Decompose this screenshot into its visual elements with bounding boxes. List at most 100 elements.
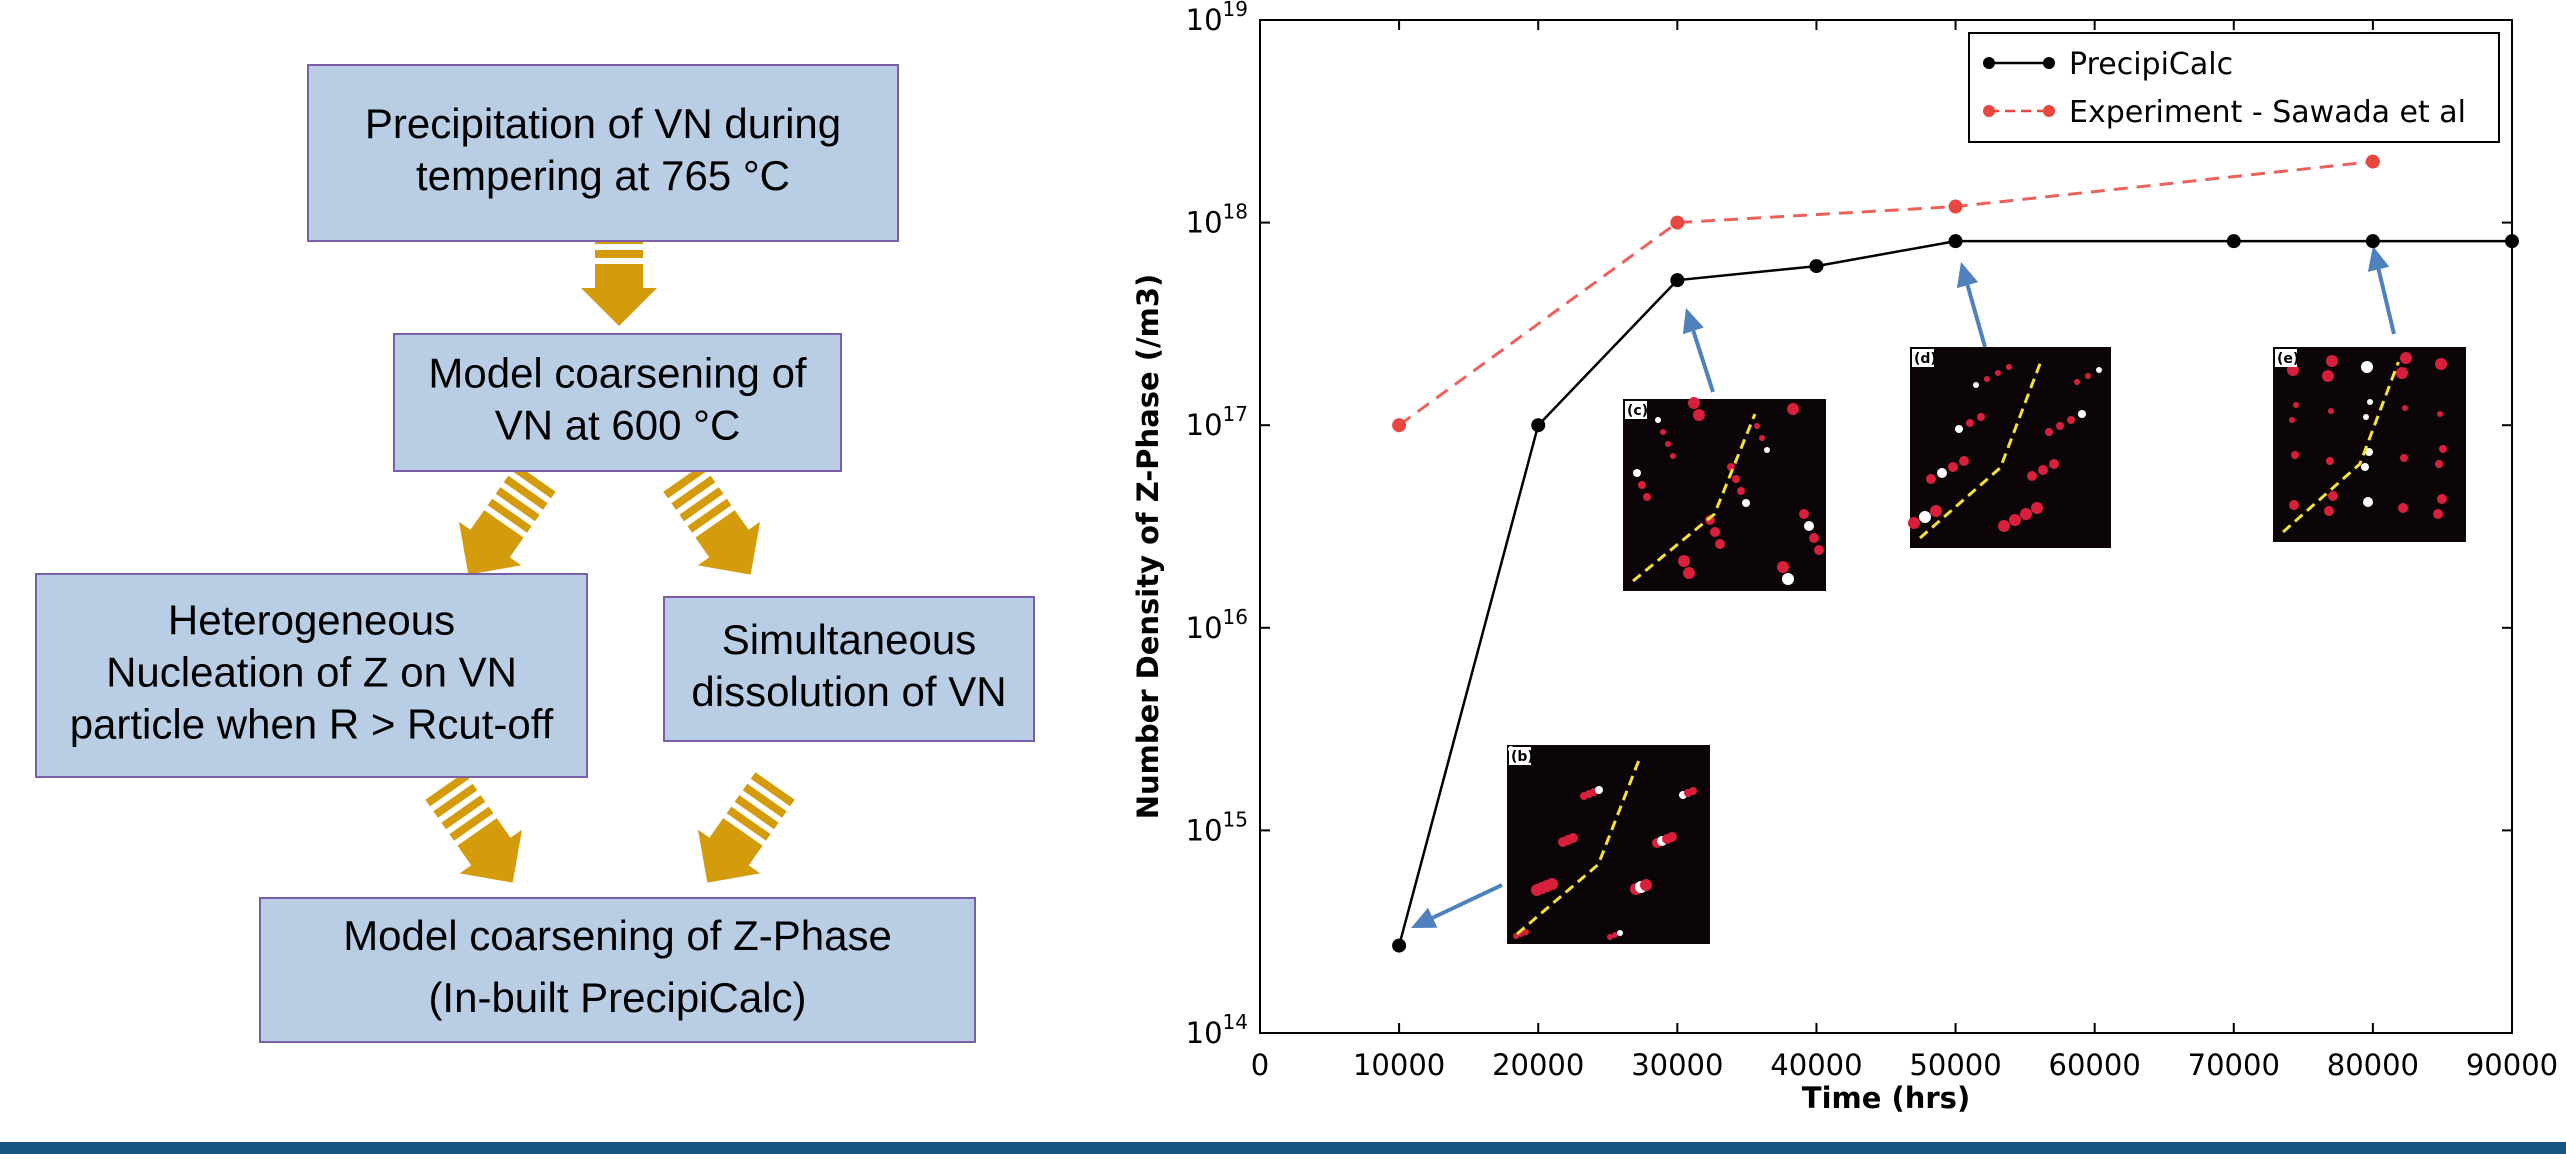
precipitate [2435,358,2447,370]
precipitate [2361,463,2369,471]
precipitate [1926,474,1936,484]
precipitate [1640,879,1652,891]
precipitate [2361,361,2373,373]
x-tick-label: 70000 [2188,1048,2280,1082]
precipitate [1754,423,1760,429]
precipitate [1995,370,2001,376]
y-tick-label: 1015 [1186,807,1248,847]
flow-text: Model coarsening of Z-Phase [343,912,892,959]
legend-label: PrecipiCalc [2069,47,2233,82]
flow-text: VN at 600 °C [495,402,741,449]
precipitate [1809,533,1819,543]
inset-label: (d) [1914,351,1937,367]
footer-bar [0,1142,2566,1154]
data-point [1670,273,1685,288]
data-point [1392,938,1407,953]
precipitate [1546,878,1558,890]
pointer-arrow [1431,883,1503,920]
precipitate [2078,410,2086,418]
precipitate [2009,514,2021,526]
flow-text: Nucleation of Z on VN [106,649,517,696]
x-tick-label: 30000 [1631,1048,1723,1082]
pointer-head [1682,308,1704,335]
flow-box [663,596,1035,742]
x-tick-label: 90000 [2466,1048,2558,1082]
precipitate [1984,376,1990,382]
legend-marker [1983,105,1995,117]
precipitate [2006,364,2012,370]
precipitate [1678,555,1690,567]
precipitate [1973,382,1979,388]
y-tick-label: 1016 [1186,605,1248,645]
series-line [1398,160,2374,427]
flow-text: particle when R > Rcut-off [70,701,554,748]
legend-marker [2043,57,2055,69]
data-point [1948,234,1963,249]
x-tick-label: 20000 [1492,1048,1584,1082]
precipitate [2433,509,2443,519]
pointer-arrow [2376,268,2396,335]
series-line [1397,239,2512,946]
precipitate [2096,367,2102,373]
boundary [1516,759,1641,936]
precipitate [1612,932,1618,938]
precipitate [1782,573,1794,585]
precipitate [1814,545,1824,555]
micrograph [1623,399,1826,591]
inset-label-bg [1509,747,1531,765]
legend-marker [2043,105,2055,117]
precipitate [1998,520,2010,532]
precipitate [2085,373,2091,379]
precipitate [1715,539,1725,549]
precipitate [2363,414,2369,420]
precipitate [2365,448,2373,456]
legend-marker [1983,57,1995,69]
plot-frame [1259,19,2513,1034]
chart: 0 10000 20000 30000 40000 50000 60000 70000 8000… [1131,0,2558,1115]
precipitate [1689,787,1697,795]
inset-label: (e) [2277,351,2299,367]
precipitate [1638,481,1646,489]
flow-text: Precipitation of VN during [365,100,841,147]
precipitate [1919,511,1931,523]
x-tick-label: 60000 [2049,1048,2141,1082]
y-tick-label: 1017 [1186,402,1248,442]
precipitate [1670,453,1676,459]
boundary [1919,361,2043,540]
precipitate [1688,397,1700,409]
flow-text: tempering at 765 °C [416,152,790,199]
precipitate [2067,416,2075,424]
flow-box [307,64,899,242]
flow-box [35,573,588,778]
pointer-head [2367,246,2390,272]
flow-text: (In-built PrecipiCalc) [428,974,806,1021]
precipitate [1617,930,1623,936]
precipitate [1787,403,1799,415]
data-point [2505,234,2519,249]
x-tick-label: 10000 [1353,1048,1445,1082]
data-point [1948,199,1963,214]
micrograph [2273,347,2466,542]
precipitate [2367,399,2373,405]
precipitate [1737,487,1745,495]
inset-label-bg [2275,349,2297,367]
precipitate [2056,422,2064,430]
precipitate [1665,441,1671,447]
precipitate [1948,462,1958,472]
data-point [1392,418,1407,433]
inset-label-bg [1912,349,1934,367]
precipitate [1937,468,1947,478]
data-point [1531,418,1546,433]
precipitate [2038,465,2048,475]
precipitate [1799,509,1809,519]
precipitate [2400,454,2408,462]
precipitate [2328,408,2334,414]
data-point [1809,259,1824,274]
precipitate [2045,428,2053,436]
precipitate [2363,497,2373,507]
data-point [2226,234,2241,249]
precipitate [2027,471,2037,481]
inset-label: (b) [1511,749,1534,765]
